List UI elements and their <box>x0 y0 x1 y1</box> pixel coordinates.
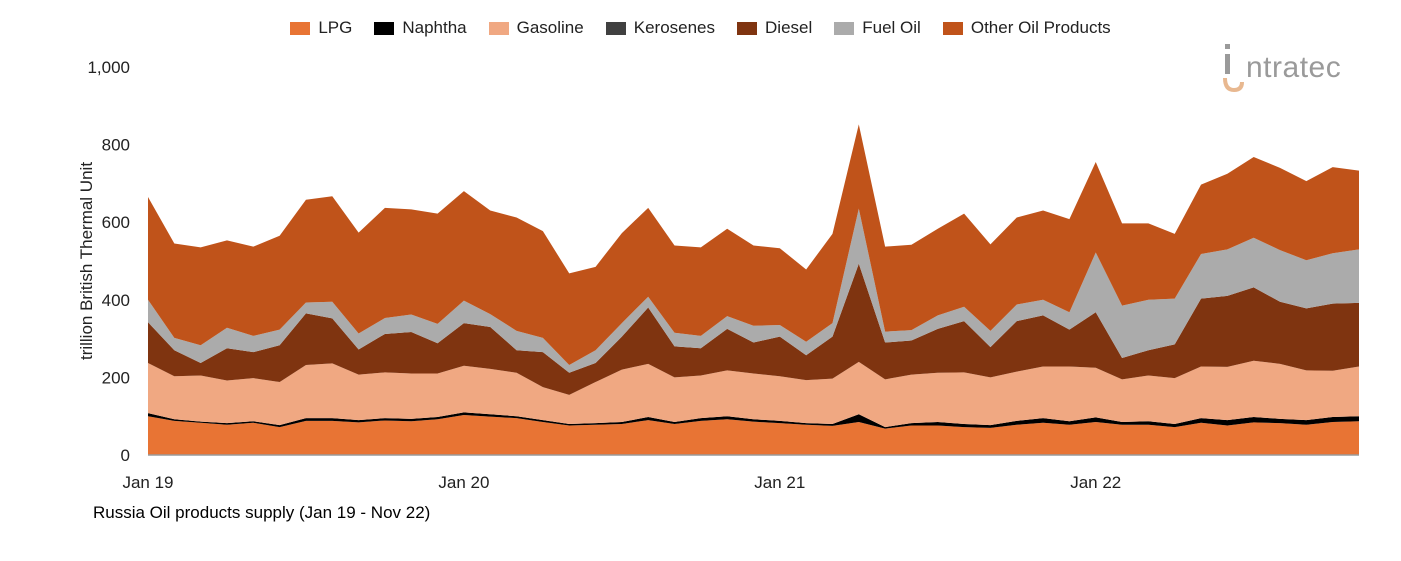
legend-item: LPG <box>290 18 352 38</box>
legend-item: Fuel Oil <box>834 18 921 38</box>
area-lpg <box>148 415 1359 455</box>
x-axis-ticks: Jan 19 Jan 20 Jan 21 Jan 22 <box>122 473 1121 492</box>
area-fuel-oil <box>148 208 1359 373</box>
y-axis-label: trillion British Thermal Unit <box>77 162 96 360</box>
logo-icon <box>1223 44 1244 93</box>
chart-legend: LPG Naphtha Gasoline Kerosenes Diesel Fuel Oi… <box>0 18 1401 38</box>
legend-swatch <box>737 21 758 35</box>
legend-swatch <box>488 21 509 35</box>
legend-swatch <box>942 21 963 35</box>
legend-label: Diesel <box>765 18 813 37</box>
x-tick-label: Jan 21 <box>754 473 805 492</box>
area-naphtha <box>148 412 1359 429</box>
legend-swatch <box>374 21 395 35</box>
y-tick-label: 200 <box>102 368 130 387</box>
legend-label: Other Oil Products <box>970 18 1111 37</box>
x-tick-label: Jan 19 <box>122 473 173 492</box>
legend-item: Naphtha <box>374 18 467 38</box>
chart-caption: Russia Oil products supply (Jan 19 - Nov… <box>93 503 431 522</box>
y-tick-label: 400 <box>102 291 130 310</box>
legend-label: Fuel Oil <box>862 18 921 37</box>
y-tick-label: 0 <box>121 446 130 465</box>
legend-swatch <box>605 21 626 35</box>
area-layers <box>148 124 1359 455</box>
legend-item: Diesel <box>737 18 812 38</box>
y-axis-ticks: 0 200 400 600 800 1,000 <box>87 58 130 465</box>
legend-item: Other Oil Products <box>942 18 1111 38</box>
y-tick-label: 600 <box>102 213 130 232</box>
legend-label: Naphtha <box>402 18 467 37</box>
logo-text: ntratec <box>1246 51 1342 84</box>
area-diesel <box>148 263 1359 395</box>
legend-item: Gasoline <box>488 18 584 38</box>
legend-label: LPG <box>318 18 353 37</box>
area-other-oil-products <box>148 124 1359 365</box>
intratec-logo: ntratec <box>1222 42 1341 94</box>
legend-label: Gasoline <box>516 18 584 37</box>
area-gasoline <box>148 360 1359 428</box>
y-tick-label: 800 <box>102 136 130 155</box>
x-tick-label: Jan 22 <box>1070 473 1121 492</box>
legend-swatch <box>290 21 311 35</box>
legend-swatch <box>834 21 855 35</box>
legend-item: Kerosenes <box>605 18 716 38</box>
y-tick-label: 1,000 <box>87 58 130 77</box>
legend-label: Kerosenes <box>633 18 716 37</box>
x-tick-label: Jan 20 <box>438 473 489 492</box>
